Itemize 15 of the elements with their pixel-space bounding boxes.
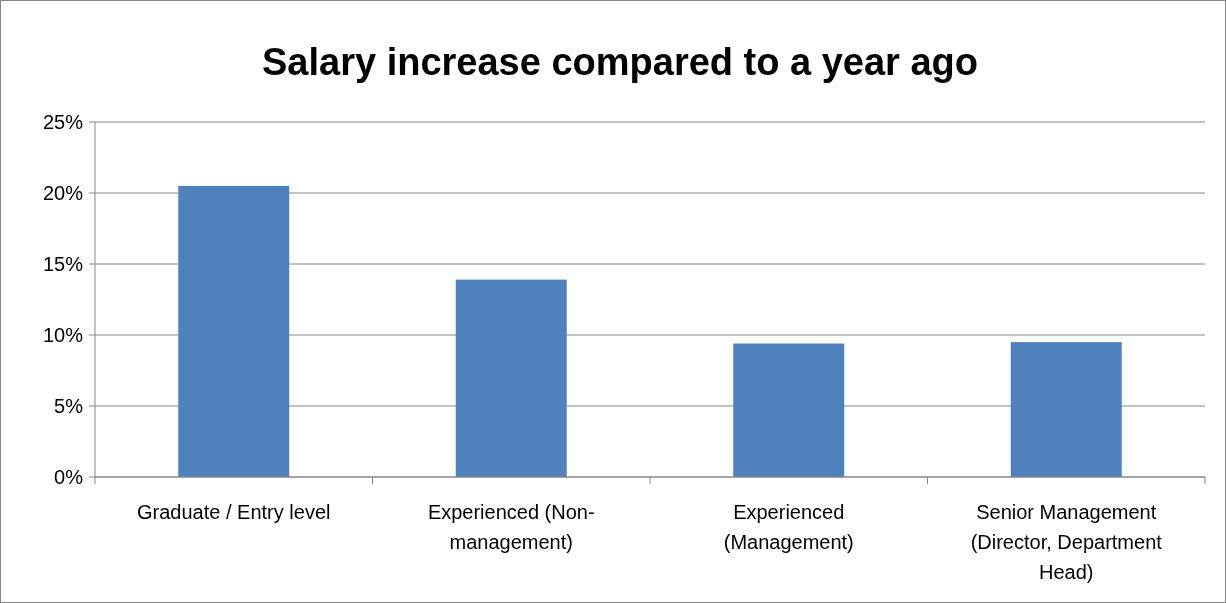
bar — [1010, 342, 1122, 477]
y-tick-label: 10% — [42, 324, 84, 346]
bar — [733, 343, 845, 477]
x-tick-label: Experienced (Non-management) — [427, 501, 595, 553]
x-tick-label: Experienced (Management) — [723, 501, 854, 553]
bar — [455, 279, 567, 477]
x-tick-label: Graduate / Entry level — [137, 501, 331, 523]
y-tick-label: 5% — [54, 395, 84, 417]
y-tick-label: 0% — [54, 466, 84, 488]
chart-title: Salary increase compared to a year ago — [261, 41, 979, 83]
x-tick-label: Senior Management (Director, Department Head) — [970, 501, 1163, 583]
y-tick-label: 20% — [42, 182, 84, 204]
bar — [178, 185, 290, 477]
y-tick-label: 15% — [42, 253, 84, 275]
y-tick-label: 25% — [42, 111, 84, 133]
